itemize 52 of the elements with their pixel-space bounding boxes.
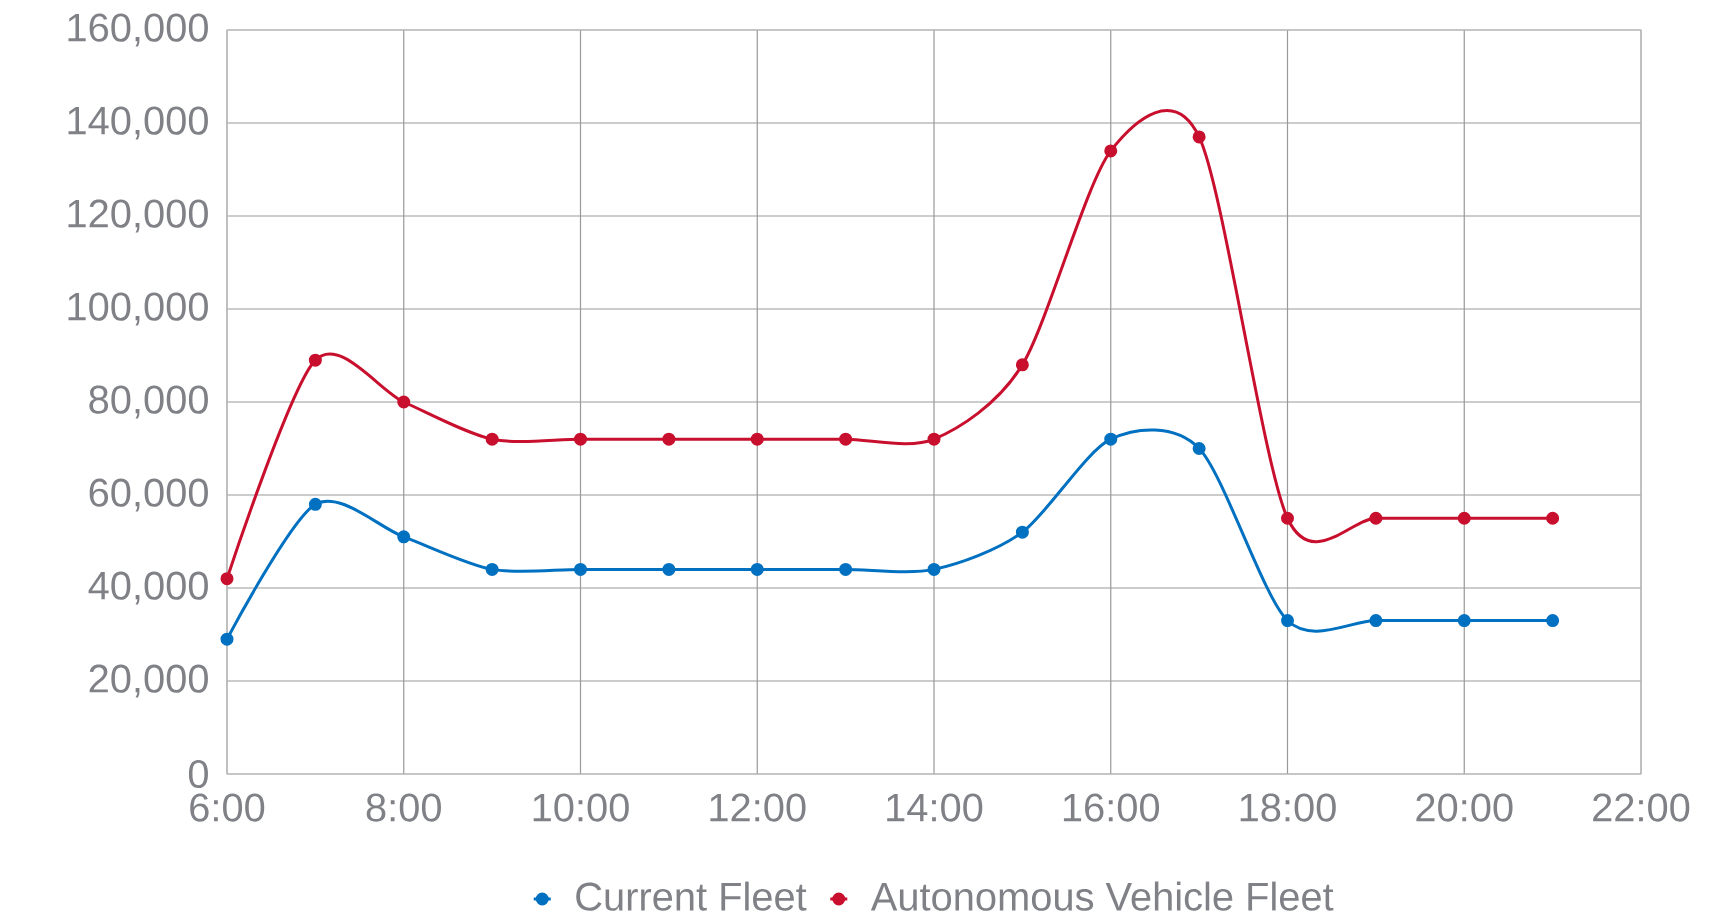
- y-tick-label: 40,000: [88, 571, 208, 605]
- point: [1104, 432, 1118, 446]
- point: [662, 562, 676, 576]
- point: [397, 395, 411, 409]
- point: [1369, 511, 1383, 525]
- y-tick-label: 100,000: [68, 292, 208, 326]
- point: [220, 572, 234, 586]
- point: [485, 432, 499, 446]
- y-tick-label: 160,000: [68, 13, 208, 47]
- point: [1369, 614, 1383, 628]
- point: [927, 432, 941, 446]
- y-tick-label: 20,000: [89, 664, 208, 698]
- point: [220, 632, 234, 646]
- point: [574, 562, 587, 576]
- point: [750, 562, 764, 576]
- point: [1546, 614, 1560, 628]
- point: [662, 432, 676, 446]
- y-tick-label: 60,000: [89, 478, 208, 512]
- x-tick-label: 22:00: [1593, 793, 1690, 822]
- point: [927, 562, 941, 576]
- point: [308, 353, 322, 367]
- x-tick-label: 8:00: [366, 793, 441, 822]
- point: [397, 530, 411, 544]
- point: [1457, 614, 1471, 628]
- y-tick-label: 80,000: [89, 385, 208, 419]
- y-tick-label: 120,000: [68, 199, 208, 233]
- point: [839, 432, 853, 446]
- x-tick-label: 20:00: [1416, 793, 1513, 822]
- x-tick-label: 12:00: [710, 793, 806, 822]
- point: [1192, 130, 1206, 144]
- point: [574, 432, 587, 446]
- point: [1015, 358, 1029, 372]
- point: [1281, 511, 1294, 525]
- x-tick-label: 6:00: [190, 793, 265, 822]
- x-tick-label: 10:00: [533, 793, 629, 822]
- y-tick-label: 0: [188, 759, 208, 789]
- point: [1457, 511, 1471, 525]
- x-tick-label: 14:00: [887, 793, 983, 822]
- point: [485, 562, 499, 576]
- legend-label: Autonomous Vehicle Fleet: [870, 881, 1334, 911]
- x-tick-label: 18:00: [1240, 793, 1336, 822]
- point: [1015, 525, 1029, 539]
- point: [839, 562, 853, 576]
- point: [750, 432, 764, 446]
- point: [1192, 442, 1206, 455]
- x-tick-label: 16:00: [1063, 793, 1160, 822]
- point: [1281, 614, 1294, 628]
- legend-label: Current Fleet: [576, 881, 807, 911]
- point: [308, 497, 322, 511]
- y-tick-label: 140,000: [68, 106, 208, 140]
- point: [1546, 511, 1560, 525]
- point: [1104, 144, 1118, 158]
